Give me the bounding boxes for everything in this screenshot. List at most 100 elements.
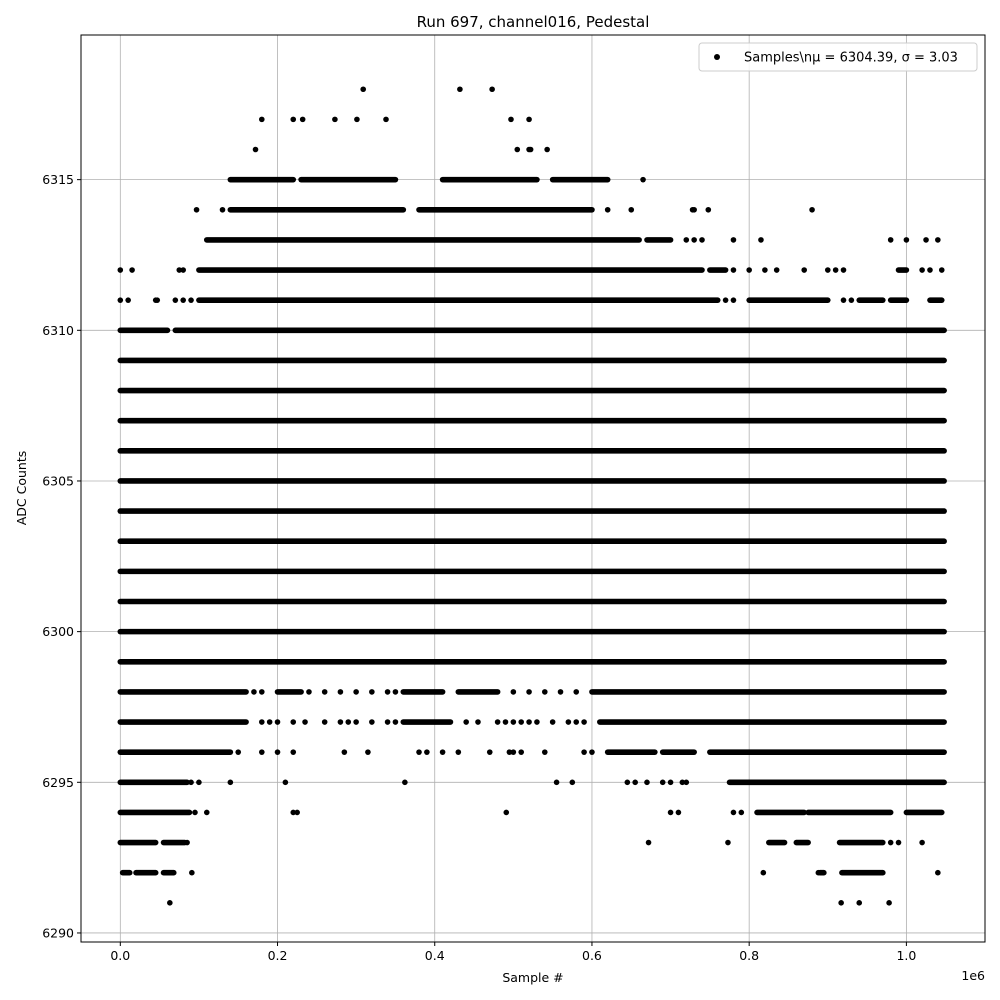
data-point	[365, 749, 371, 755]
data-point	[760, 869, 767, 876]
x-tick-label: 0.2	[268, 948, 288, 963]
data-point	[628, 206, 635, 213]
data-point	[337, 719, 344, 725]
data-point	[746, 267, 752, 273]
data-point	[294, 809, 300, 816]
data-point	[923, 237, 929, 243]
data-point	[259, 116, 265, 123]
data-point	[935, 237, 941, 243]
data-point	[645, 839, 652, 846]
data-point	[526, 689, 532, 695]
data-point	[705, 206, 712, 213]
data-point	[354, 116, 360, 123]
data-point	[117, 267, 124, 273]
data-point	[345, 719, 352, 725]
data-point	[416, 749, 422, 755]
data-point	[824, 267, 831, 273]
data-point	[730, 237, 737, 243]
data-point	[506, 749, 513, 755]
data-point	[553, 779, 560, 786]
data-point	[176, 267, 183, 273]
data-point	[125, 297, 131, 303]
data-point	[402, 779, 408, 786]
data-point	[489, 86, 495, 93]
data-point	[832, 267, 839, 273]
data-point	[154, 297, 161, 303]
data-point	[337, 689, 344, 695]
chart-title: Run 697, channel016, Pedestal	[417, 13, 650, 31]
data-point	[683, 237, 690, 243]
data-point	[475, 719, 481, 725]
y-tick-label: 6295	[42, 775, 74, 790]
data-point	[632, 779, 638, 786]
data-point	[290, 116, 297, 123]
plot-frame	[80, 34, 986, 943]
data-point	[927, 267, 933, 273]
data-point	[919, 839, 925, 846]
data-point	[392, 719, 399, 725]
y-axis-label: ADC Counts	[14, 451, 29, 526]
data-point	[259, 749, 265, 755]
data-point	[383, 116, 389, 123]
data-point	[624, 779, 631, 786]
data-point	[569, 779, 576, 786]
data-point	[353, 689, 359, 695]
data-point	[180, 267, 186, 273]
data-point	[494, 719, 501, 725]
data-point	[526, 719, 532, 725]
data-point	[457, 86, 463, 93]
data-point	[332, 116, 338, 123]
data-point	[188, 779, 194, 786]
data-point	[565, 719, 572, 725]
y-axis-ticks: 6290 6295 6300 6305 6310 6315	[42, 172, 81, 940]
data-point	[252, 146, 259, 153]
data-point	[838, 900, 844, 906]
data-point	[502, 719, 509, 725]
data-point	[369, 719, 375, 725]
data-point	[856, 900, 863, 906]
data-point	[518, 719, 525, 725]
data-point	[679, 779, 686, 786]
data-point	[573, 719, 580, 725]
data-point	[290, 719, 297, 725]
data-point	[691, 237, 697, 243]
data-point	[730, 267, 737, 273]
data-point	[549, 719, 556, 725]
data-point	[762, 267, 768, 273]
data-point	[353, 719, 359, 725]
data-point	[699, 237, 705, 243]
data-point	[722, 297, 729, 303]
data-point	[887, 237, 894, 243]
x-tick-label: 0.6	[582, 948, 602, 963]
data-point	[510, 689, 517, 695]
data-point	[683, 779, 690, 786]
data-point	[503, 809, 510, 816]
data-point	[589, 749, 595, 755]
legend: Samples\nμ = 6304.39, σ = 3.03	[698, 42, 978, 72]
data-point	[886, 900, 892, 906]
data-point	[730, 297, 737, 303]
data-point	[801, 267, 807, 273]
data-point	[321, 689, 328, 695]
data-point	[282, 779, 289, 786]
data-point	[129, 267, 135, 273]
data-points	[117, 86, 947, 906]
data-point	[527, 146, 534, 153]
data-point	[463, 719, 469, 725]
data-point	[360, 86, 367, 93]
data-point	[903, 237, 910, 243]
x-axis-offset-label: 1e6	[961, 968, 985, 983]
data-point	[439, 749, 446, 755]
data-point	[424, 749, 430, 755]
data-point	[321, 719, 328, 725]
data-point	[259, 719, 265, 725]
legend-label: Samples\nμ = 6304.39, σ = 3.03	[744, 51, 958, 66]
data-point	[675, 809, 682, 816]
data-point	[117, 297, 124, 303]
data-point	[227, 779, 234, 786]
data-point	[369, 689, 375, 695]
data-point	[725, 839, 731, 846]
data-point	[219, 206, 226, 213]
data-point	[691, 206, 697, 213]
